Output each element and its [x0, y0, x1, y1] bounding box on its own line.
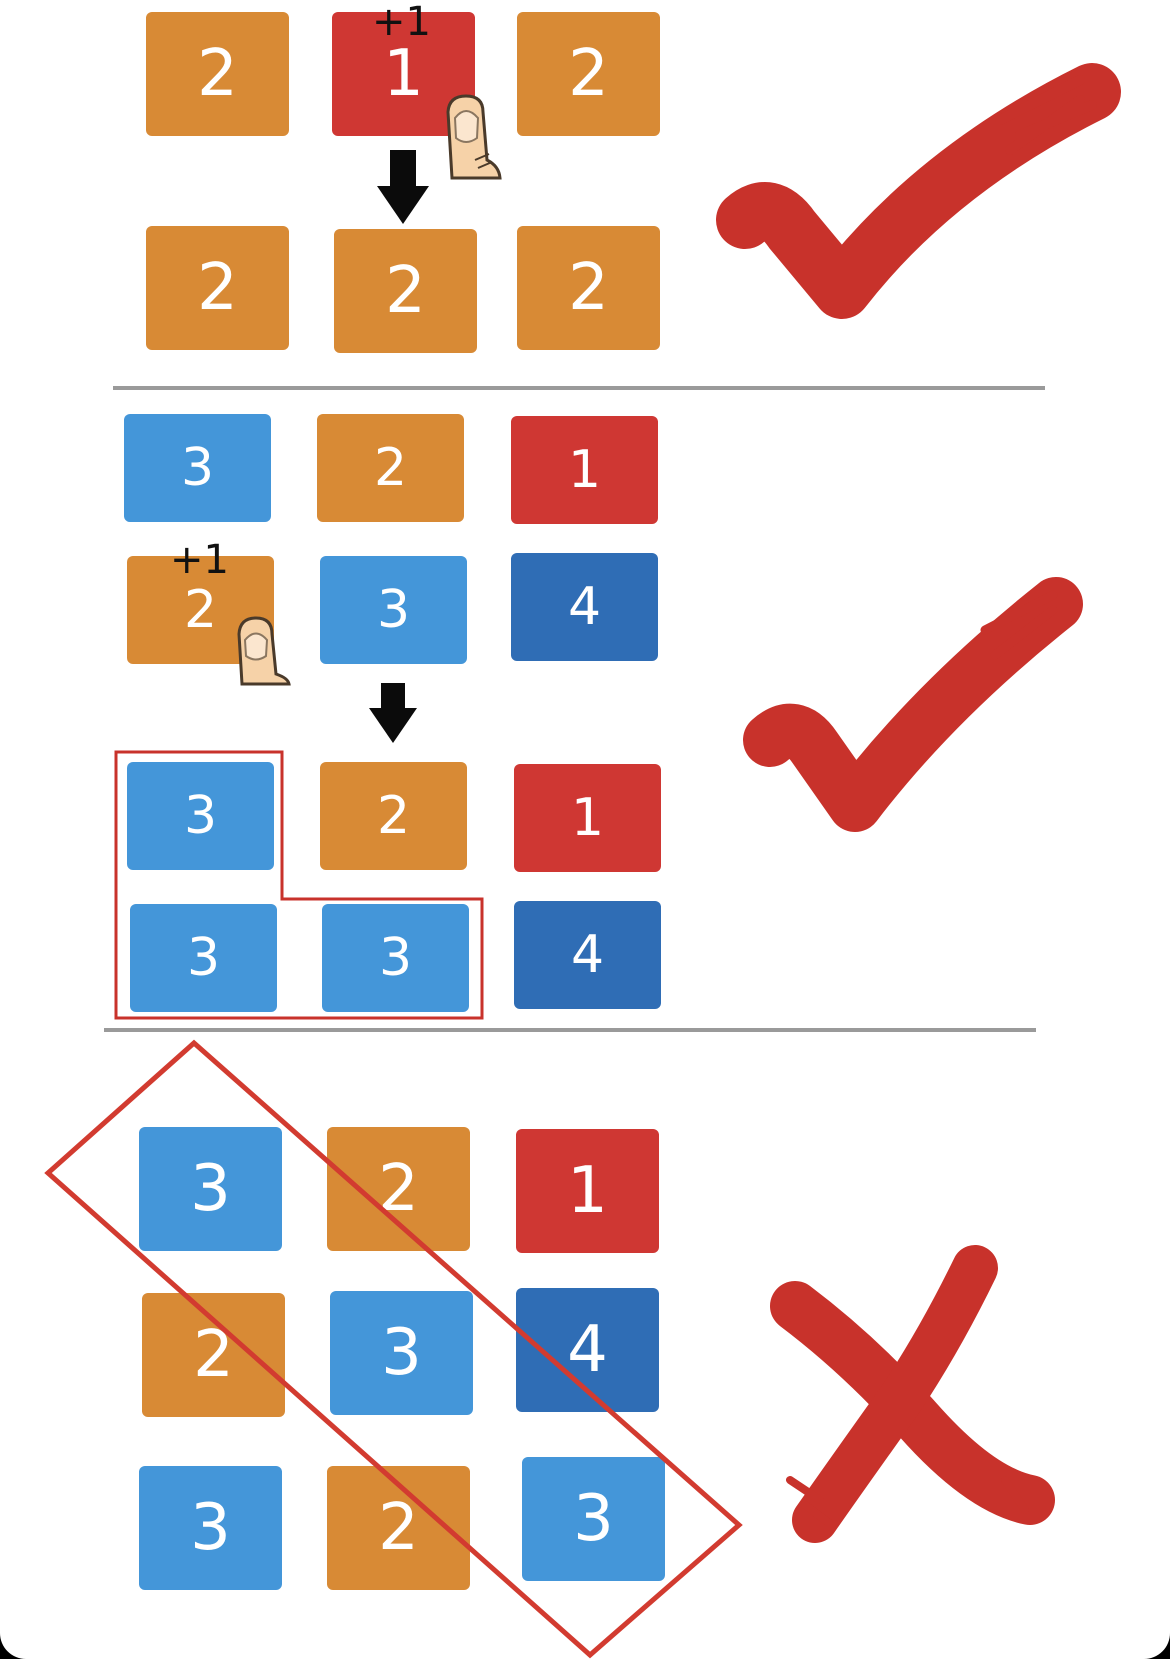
check-mark-icon: [743, 577, 1083, 832]
down-arrow-icon: [369, 683, 417, 743]
tile: 3: [522, 1457, 665, 1581]
tile: 2: [327, 1466, 470, 1590]
tile: 4: [516, 1288, 659, 1412]
tile: 3: [130, 904, 277, 1012]
tile: 3: [320, 556, 467, 664]
check-mark-icon: [716, 63, 1121, 319]
tile: 2: [142, 1293, 285, 1417]
tile: 2: [327, 1127, 470, 1251]
tile: 1: [516, 1129, 659, 1253]
tile: 3: [322, 904, 469, 1012]
tile: 1: [511, 416, 658, 524]
tile: 2: [517, 226, 660, 350]
divider: [104, 1028, 1036, 1032]
tile: 1: [514, 764, 661, 872]
down-arrow-icon: [377, 150, 429, 224]
tile: 2: [320, 762, 467, 870]
divider: [113, 386, 1045, 390]
tile: 2: [317, 414, 464, 522]
tile: 2: [334, 229, 477, 353]
tile: 4: [511, 553, 658, 661]
tile: 2: [146, 12, 289, 136]
tile: 3: [330, 1291, 473, 1415]
plus-one-label: +1: [372, 0, 431, 45]
tile: 2: [517, 12, 660, 136]
tile: 3: [139, 1127, 282, 1251]
tile: 3: [139, 1466, 282, 1590]
cross-mark-icon: [770, 1245, 1055, 1543]
plus-one-label: +1: [170, 537, 229, 583]
tile: 4: [514, 901, 661, 1009]
tile: 2: [146, 226, 289, 350]
tile: 3: [124, 414, 271, 522]
tile: 3: [127, 762, 274, 870]
